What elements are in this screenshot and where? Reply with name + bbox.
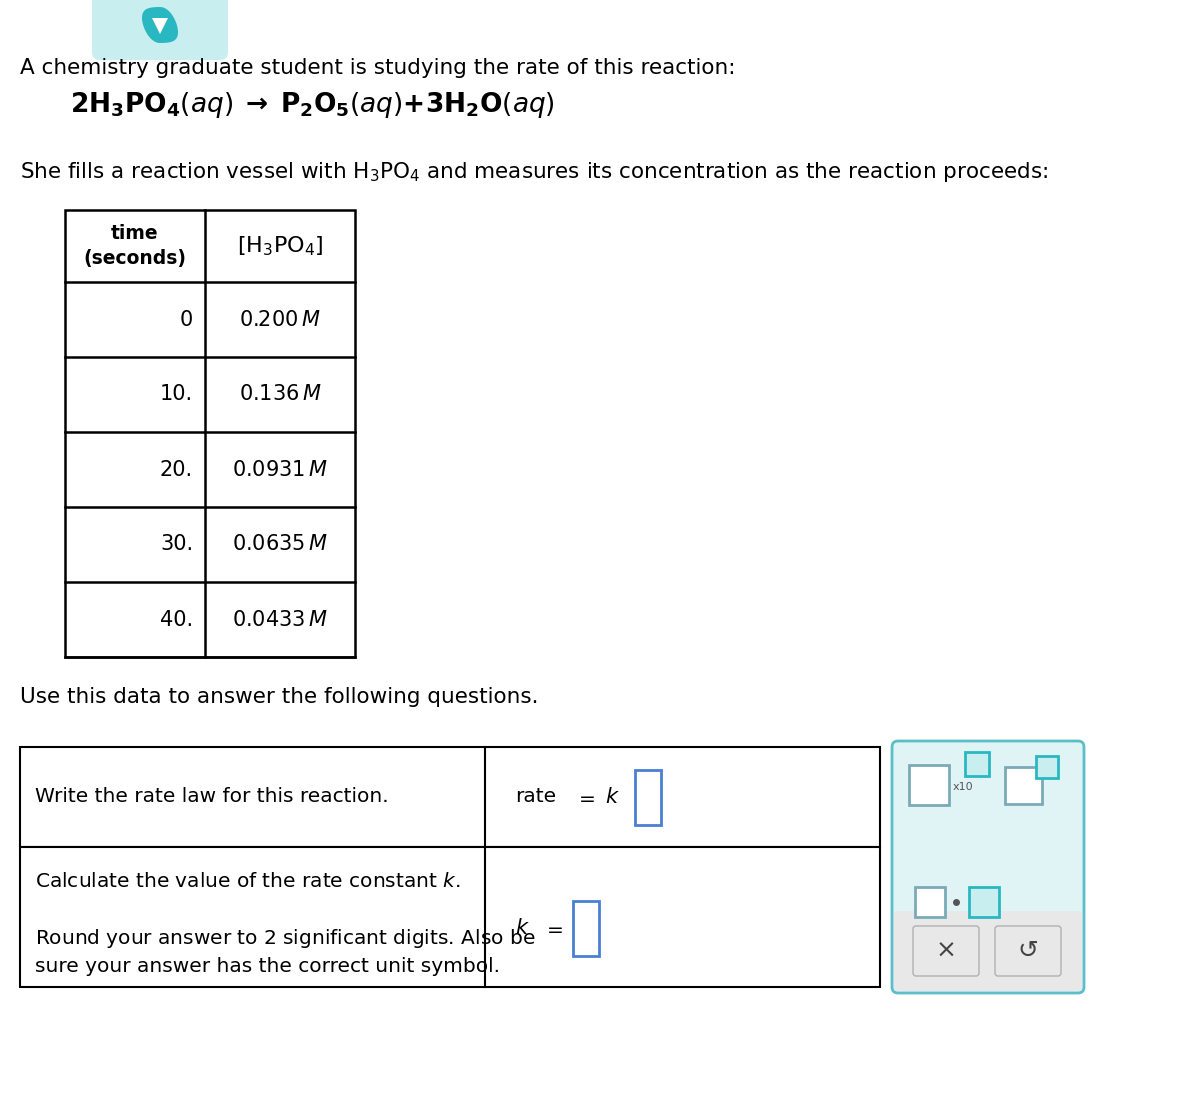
Text: 40.: 40.: [160, 610, 193, 630]
FancyBboxPatch shape: [92, 0, 228, 60]
Text: Write the rate law for this reaction.: Write the rate law for this reaction.: [35, 787, 389, 807]
Text: $0.0433\,\mathit{M}$: $0.0433\,\mathit{M}$: [232, 610, 328, 630]
Text: $0.136\,\mathit{M}$: $0.136\,\mathit{M}$: [239, 384, 322, 404]
Text: $=$: $=$: [575, 787, 595, 807]
FancyBboxPatch shape: [970, 887, 998, 917]
Text: She fills a reaction vessel with $\mathrm{H_3PO_4}$ and measures its concentrati: She fills a reaction vessel with $\mathr…: [20, 161, 1048, 184]
FancyBboxPatch shape: [965, 752, 989, 776]
FancyBboxPatch shape: [916, 887, 946, 917]
Text: ↺: ↺: [1018, 939, 1038, 963]
Text: 20.: 20.: [160, 459, 193, 479]
Polygon shape: [142, 7, 178, 43]
Text: $0.0931\,\mathit{M}$: $0.0931\,\mathit{M}$: [232, 459, 328, 479]
FancyBboxPatch shape: [1036, 756, 1058, 778]
Text: sure your answer has the correct unit symbol.: sure your answer has the correct unit sy…: [35, 956, 500, 976]
Text: Round your answer to $2$ significant digits. Also be: Round your answer to $2$ significant dig…: [35, 927, 535, 950]
FancyBboxPatch shape: [574, 901, 599, 955]
FancyBboxPatch shape: [894, 911, 1082, 991]
Text: x10: x10: [953, 782, 973, 792]
Text: $\left[\mathrm{H_3PO_4}\right]$: $\left[\mathrm{H_3PO_4}\right]$: [236, 235, 323, 258]
Text: 0: 0: [180, 310, 193, 330]
FancyBboxPatch shape: [910, 765, 949, 805]
Text: time
(seconds): time (seconds): [84, 225, 186, 268]
Text: rate: rate: [515, 787, 556, 807]
FancyBboxPatch shape: [995, 925, 1061, 976]
FancyBboxPatch shape: [1006, 766, 1042, 804]
Text: Use this data to answer the following questions.: Use this data to answer the following qu…: [20, 687, 539, 707]
FancyBboxPatch shape: [892, 741, 1084, 993]
FancyBboxPatch shape: [20, 747, 880, 847]
Text: 10.: 10.: [160, 384, 193, 404]
Text: Calculate the value of the rate constant $k$.: Calculate the value of the rate constant…: [35, 872, 461, 891]
FancyBboxPatch shape: [913, 925, 979, 976]
Text: ×: ×: [936, 939, 956, 963]
Text: $k$: $k$: [515, 918, 529, 939]
Text: $0.200\,\mathit{M}$: $0.200\,\mathit{M}$: [239, 310, 320, 330]
FancyBboxPatch shape: [65, 210, 355, 656]
Polygon shape: [152, 18, 168, 34]
Text: A chemistry graduate student is studying the rate of this reaction:: A chemistry graduate student is studying…: [20, 58, 736, 77]
FancyBboxPatch shape: [20, 847, 880, 987]
FancyBboxPatch shape: [635, 769, 661, 825]
Text: $\mathbf{2H_3PO_4}$$\mathit{(aq)}$$\;\mathbf{\rightarrow}\;$$\mathbf{P_2O_5}$$\m: $\mathbf{2H_3PO_4}$$\mathit{(aq)}$$\;\ma…: [70, 90, 554, 120]
Text: $=$: $=$: [542, 919, 564, 938]
Text: $0.0635\,\mathit{M}$: $0.0635\,\mathit{M}$: [232, 535, 328, 555]
Text: $k$: $k$: [605, 787, 619, 807]
Text: 30.: 30.: [160, 535, 193, 555]
